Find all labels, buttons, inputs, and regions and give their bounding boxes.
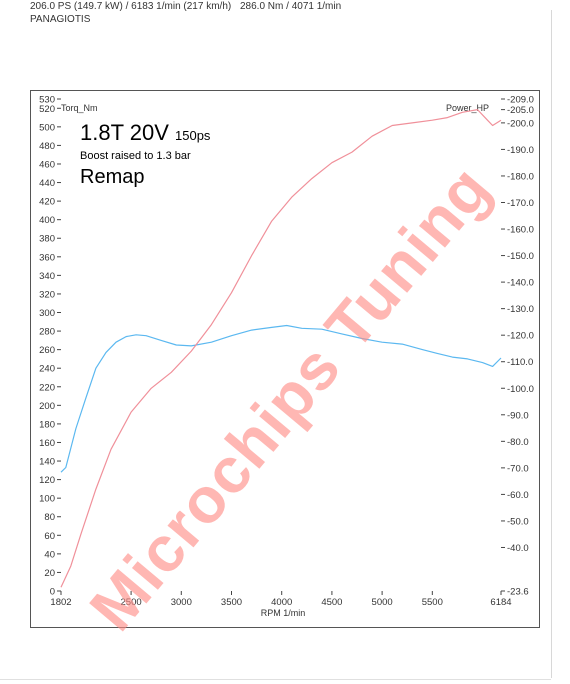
dyno-summary-header: 206.0 PS (149.7 kW) / 6183 1/min (217 km… <box>30 0 341 26</box>
right-axis-tick-label: -150.0 <box>507 251 534 262</box>
right-axis-tick-label: -90.0 <box>507 410 529 421</box>
left-axis-tick-label: 200 <box>39 401 55 412</box>
left-axis-tick-label: 260 <box>39 345 55 356</box>
x-axis-title: RPM 1/min <box>261 608 306 618</box>
x-axis-tick-label: 3000 <box>171 597 192 608</box>
right-axis-tick-label: -205.0 <box>507 105 534 116</box>
right-axis-title: Power_HP <box>446 103 489 113</box>
left-axis-tick-label: 20 <box>44 568 55 579</box>
left-axis-tick-label: 140 <box>39 457 55 468</box>
left-axis-tick-label: 340 <box>39 271 55 282</box>
peak-torque-text: 286.0 Nm / 4071 1/min <box>240 1 342 12</box>
right-axis-tick-label: -190.0 <box>507 145 534 156</box>
customer-name: PANAGIOTIS <box>30 14 91 25</box>
left-axis-tick-label: 280 <box>39 327 55 338</box>
left-axis-tick-label: 220 <box>39 382 55 393</box>
page-edge-bottom <box>0 679 551 680</box>
left-axis-tick-label: 60 <box>44 531 55 542</box>
right-axis-tick-label: -70.0 <box>507 463 529 474</box>
left-axis-tick-label: 240 <box>39 364 55 375</box>
left-axis-tick-label: 520 <box>39 104 55 115</box>
right-axis-tick-label: -110.0 <box>507 357 533 368</box>
right-axis-tick-label: -170.0 <box>507 198 534 209</box>
left-axis-tick-label: 180 <box>39 419 55 430</box>
engine-model-text: 1.8T 20V <box>80 120 169 145</box>
right-axis-tick-label: -60.0 <box>507 490 529 501</box>
chart-frame <box>30 90 540 628</box>
torque-curve <box>60 324 502 473</box>
remap-label: Remap <box>80 166 145 188</box>
left-axis-tick-label: 100 <box>39 494 55 505</box>
left-axis-tick-label: 160 <box>39 438 55 449</box>
x-axis-tick-label: 6184 <box>490 597 511 608</box>
stock-power-text: 150ps <box>175 128 211 143</box>
x-axis-tick-label: 4500 <box>321 597 342 608</box>
right-axis-tick-label: -160.0 <box>507 225 534 236</box>
left-axis-tick-label: 320 <box>39 289 55 300</box>
left-axis-tick-label: 400 <box>39 215 55 226</box>
left-axis-title: Torq_Nm <box>61 103 98 113</box>
power-curve <box>60 108 502 588</box>
right-axis-tick-label: -50.0 <box>507 516 529 527</box>
left-axis-tick-label: 300 <box>39 308 55 319</box>
right-axis-tick-label: -180.0 <box>507 171 534 182</box>
left-axis-tick-label: 500 <box>39 122 55 133</box>
x-axis-tick-label: 4000 <box>271 597 292 608</box>
left-axis-tick-label: 80 <box>44 512 55 523</box>
x-axis-tick-label: 2500 <box>121 597 142 608</box>
right-axis-tick-label: -120.0 <box>507 331 534 342</box>
page-edge-right <box>551 10 552 678</box>
right-axis-tick-label: -209.0 <box>507 95 534 106</box>
right-axis-tick-label: -80.0 <box>507 437 529 448</box>
left-axis-tick-label: 460 <box>39 159 55 170</box>
x-axis-tick-label: 3500 <box>221 597 242 608</box>
right-axis-tick-label: -23.6 <box>507 587 529 598</box>
left-axis-tick-label: 360 <box>39 252 55 263</box>
engine-model-label: 1.8T 20V 150ps <box>80 120 210 146</box>
x-axis-tick-label: 5000 <box>372 597 393 608</box>
left-axis-tick-label: 440 <box>39 178 55 189</box>
summary-line: 206.0 PS (149.7 kW) / 6183 1/min (217 km… <box>30 0 341 13</box>
right-axis-tick-label: -100.0 <box>507 384 534 395</box>
right-axis-tick-label: -200.0 <box>507 118 534 129</box>
left-axis-tick-label: 420 <box>39 197 55 208</box>
left-axis-tick-label: 380 <box>39 234 55 245</box>
x-axis-tick-label: 1802 <box>50 597 71 608</box>
left-axis-tick-label: 0 <box>50 587 55 598</box>
right-axis-tick-label: -40.0 <box>507 543 529 554</box>
x-axis-tick-label: 5500 <box>422 597 443 608</box>
left-axis-tick-label: 530 <box>39 95 55 106</box>
left-axis-tick-label: 40 <box>44 549 55 560</box>
left-axis-tick-label: 120 <box>39 475 55 486</box>
left-axis-tick-label: 480 <box>39 141 55 152</box>
right-axis-tick-label: -130.0 <box>507 304 534 315</box>
right-axis-tick-label: -140.0 <box>507 278 534 289</box>
boost-note: Boost raised to 1.3 bar <box>80 150 191 162</box>
peak-power-text: 206.0 PS (149.7 kW) / 6183 1/min (217 km… <box>30 1 232 12</box>
